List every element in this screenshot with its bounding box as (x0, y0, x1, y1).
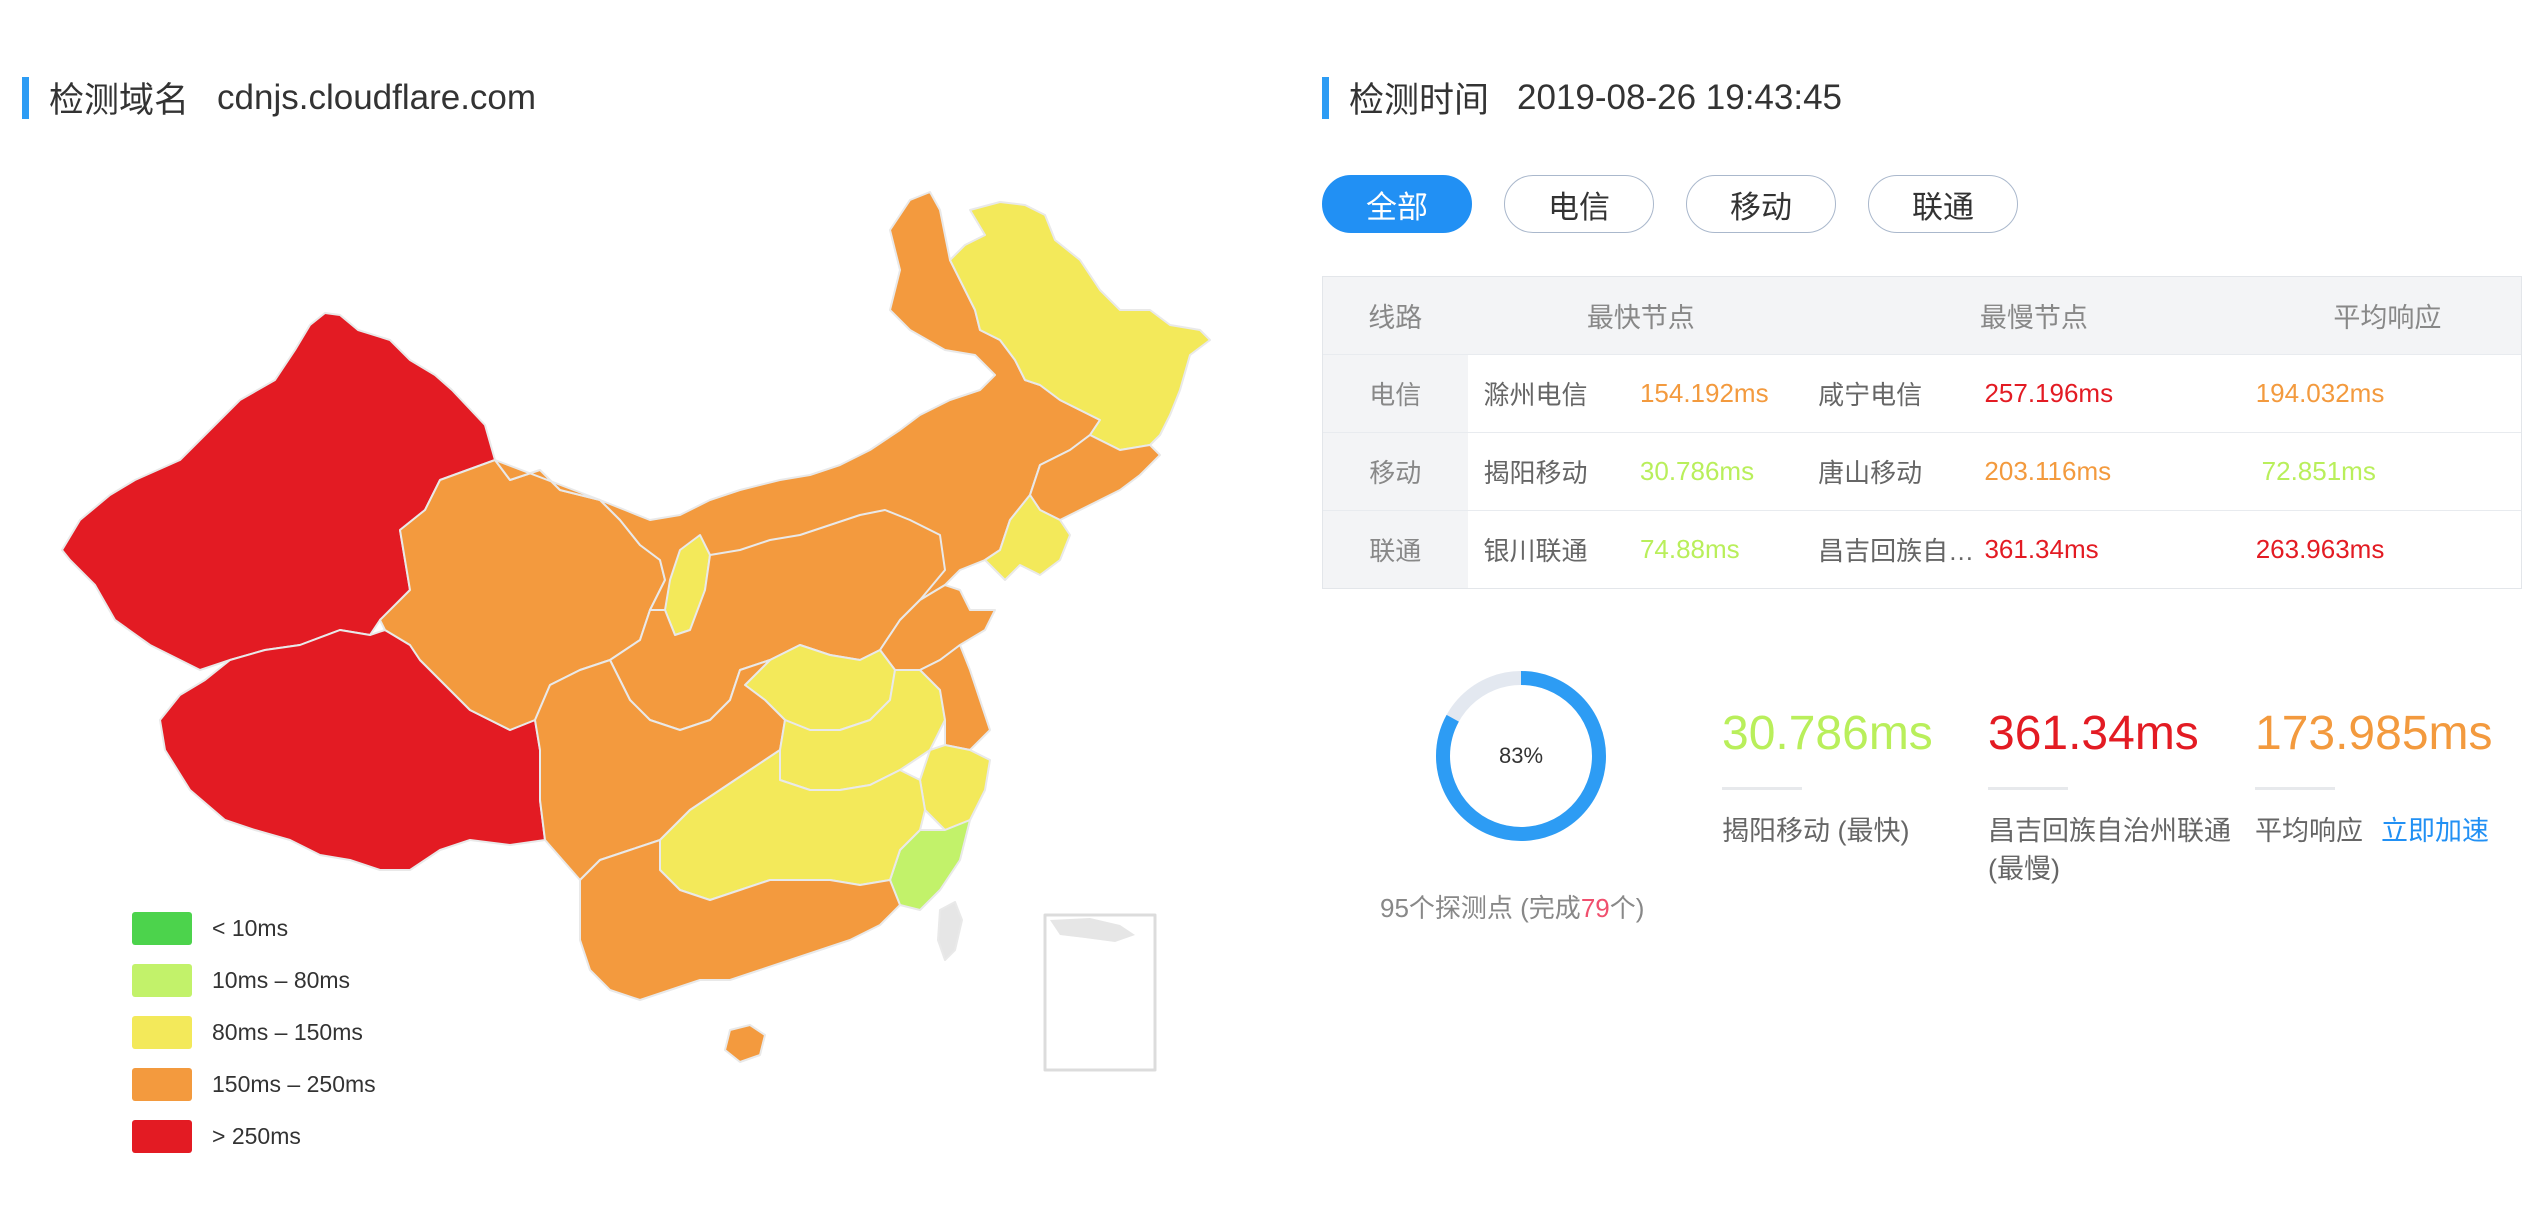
legend-swatch (132, 1119, 192, 1153)
tab-mobile[interactable]: 移动 (1686, 175, 1836, 233)
legend-label: > 250ms (212, 1122, 301, 1149)
probe-count: 95个探测点 (完成79个) (1380, 888, 1644, 925)
legend-label: 10ms – 80ms (212, 966, 351, 993)
isp-tabs: 全部 电信 移动 联通 (1322, 175, 2050, 233)
latency-legend: < 10ms 10ms – 80ms 80ms – 150ms 150ms – … (132, 902, 376, 1162)
legend-item: 10ms – 80ms (132, 954, 376, 1006)
table-row: 移动 揭阳移动 30.786ms 唐山移动 203.116ms 72.851ms (1323, 433, 2521, 511)
probe-prefix: 95个探测点 (完成 (1380, 893, 1581, 923)
tab-telecom[interactable]: 电信 (1504, 175, 1654, 233)
slow-value: 257.196ms (1984, 378, 2114, 408)
probe-done: 79 (1580, 893, 1610, 923)
header-average: 平均响应 (2333, 303, 2442, 333)
divider (1722, 787, 1802, 790)
fast-value: 154.192ms (1639, 378, 1769, 408)
china-latency-map (40, 190, 1220, 1090)
stat-average-value: 173.985ms (2255, 707, 2493, 760)
legend-item: 80ms – 150ms (132, 1006, 376, 1058)
accelerate-link[interactable]: 立即加速 (2381, 816, 2489, 846)
stat-average-desc: 平均响应 立即加速 (2255, 812, 2493, 850)
legend-swatch (132, 963, 192, 997)
stat-slowest-desc: 昌吉回族自治州联通 (最慢) (1988, 816, 2231, 884)
legend-swatch (132, 911, 192, 945)
row-line: 联通 (1323, 511, 1468, 588)
ring-progress (1436, 671, 1606, 841)
fast-value: 30.786ms (1639, 456, 1755, 486)
stat-average: 173.985ms 平均响应 立即加速 (2255, 706, 2493, 850)
fast-node: 银川联通 (1483, 536, 1588, 566)
region-zhejiang[interactable] (919, 744, 991, 831)
inset-land (1050, 918, 1135, 942)
tab-all[interactable]: 全部 (1322, 175, 1472, 233)
slow-value: 361.34ms (1984, 534, 2099, 564)
domain-label: 检测域名 (49, 81, 190, 120)
fast-node: 揭阳移动 (1483, 458, 1588, 488)
legend-item: 150ms – 250ms (132, 1058, 376, 1110)
slow-value: 203.116ms (1984, 456, 2112, 486)
divider (1988, 787, 2068, 790)
legend-item: < 10ms (132, 902, 376, 954)
fast-node: 滁州电信 (1483, 380, 1588, 410)
legend-swatch (132, 1067, 192, 1101)
stat-fastest: 30.786ms 揭阳移动 (最快) (1722, 706, 1933, 850)
avg-value: 263.963ms (2255, 534, 2385, 564)
slow-node: 昌吉回族自治州联通 (1818, 536, 1984, 566)
legend-label: 150ms – 250ms (212, 1070, 376, 1097)
region-liaoning[interactable] (984, 494, 1071, 581)
stat-fastest-desc: 揭阳移动 (最快) (1722, 816, 1910, 846)
accent-bar (1322, 76, 1329, 119)
table-row: 联通 银川联通 74.88ms 昌吉回族自治州联通 361.34ms 263.9… (1323, 511, 2521, 588)
region-hainan[interactable] (724, 1024, 766, 1063)
header-slowest: 最慢节点 (1979, 303, 2088, 333)
region-jiangsu[interactable] (919, 644, 991, 751)
domain-header: 检测域名 cdnjs.cloudflare.com (22, 72, 536, 123)
slow-node: 咸宁电信 (1818, 380, 1923, 410)
stat-slowest: 361.34ms 昌吉回族自治州联通 (最慢) (1988, 706, 2248, 888)
avg-value: 194.032ms (2255, 378, 2385, 408)
slow-node: 唐山移动 (1818, 458, 1923, 488)
probe-suffix: 个) (1609, 893, 1645, 923)
divider (2255, 787, 2335, 790)
stat-average-label: 平均响应 (2255, 816, 2363, 846)
map-svg (61, 191, 1211, 1072)
table-header-row: 线路 最快节点 最慢节点 平均响应 (1323, 277, 2521, 355)
row-line: 移动 (1323, 433, 1468, 510)
results-table: 线路 最快节点 最慢节点 平均响应 电信 滁州电信 154.192ms 咸宁电信… (1322, 276, 2522, 589)
south-china-sea-inset (1043, 913, 1157, 1072)
stat-slowest-value: 361.34ms (1988, 707, 2199, 760)
table-row: 电信 滁州电信 154.192ms 咸宁电信 257.196ms 194.032… (1323, 355, 2521, 433)
completion-ring (1436, 671, 1606, 841)
header-fastest: 最快节点 (1586, 303, 1695, 333)
region-south[interactable] (579, 839, 901, 1001)
header-line: 线路 (1368, 303, 1423, 333)
row-line: 电信 (1323, 355, 1468, 432)
tab-unicom[interactable]: 联通 (1868, 175, 2018, 233)
region-jilin[interactable] (1029, 434, 1161, 521)
time-value: 2019-08-26 19:43:45 (1517, 77, 1843, 117)
region-taiwan[interactable] (937, 901, 963, 961)
stat-fastest-value: 30.786ms (1722, 707, 1933, 760)
legend-label: 80ms – 150ms (212, 1018, 363, 1045)
legend-swatch (132, 1015, 192, 1049)
legend-item: > 250ms (132, 1110, 376, 1162)
time-label: 检测时间 (1349, 81, 1490, 120)
avg-value: 72.851ms (2261, 456, 2376, 486)
ring-percent: 83% (1498, 743, 1544, 768)
time-header: 检测时间 2019-08-26 19:43:45 (1322, 72, 1842, 123)
domain-value: cdnjs.cloudflare.com (217, 77, 537, 117)
accent-bar (22, 76, 29, 119)
fast-value: 74.88ms (1639, 534, 1740, 564)
legend-label: < 10ms (212, 914, 289, 941)
